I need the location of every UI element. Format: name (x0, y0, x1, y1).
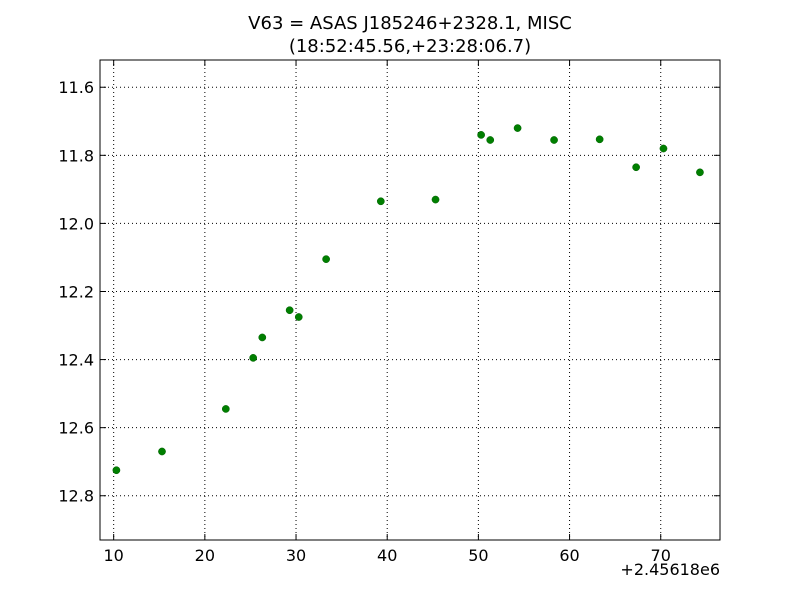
y-tick-label: 12.4 (58, 351, 94, 370)
axis-ticks (100, 60, 720, 540)
x-offset-label: +2.45618e6 (620, 560, 720, 579)
data-point (158, 447, 166, 456)
data-point (249, 354, 258, 362)
data-point (322, 255, 330, 263)
data-point (513, 124, 522, 132)
chart-title: V63 = ASAS J185246+2328.1, MISC (248, 13, 572, 34)
plot-frame (99, 59, 721, 541)
data-point (221, 405, 230, 413)
y-tick-label: 11.6 (58, 78, 94, 97)
x-tick-label: 10 (103, 546, 123, 565)
data-point (659, 144, 668, 153)
grid-lines (100, 60, 720, 540)
data-point (632, 163, 640, 172)
data-point (431, 195, 440, 204)
data-point (258, 333, 267, 342)
data-point (595, 135, 604, 144)
y-tick-label: 12.0 (58, 214, 94, 233)
x-tick-label: 70 (651, 546, 671, 565)
y-tick-label: 11.8 (58, 146, 94, 165)
data-points (112, 124, 704, 475)
data-point (696, 168, 704, 177)
data-point (477, 131, 485, 139)
chart-subtitle: (18:52:45.56,+23:28:06.7) (289, 36, 531, 57)
tick-labels: 10 20 30 40 50 60 70 11.6 11.8 12.0 12.2 12.4 12.6 12… (58, 78, 671, 565)
data-point (550, 136, 558, 144)
y-tick-label: 12.2 (58, 282, 94, 301)
x-tick-label: 50 (468, 546, 488, 565)
x-tick-label: 30 (286, 546, 306, 565)
y-tick-label: 12.6 (58, 419, 94, 438)
data-point (376, 197, 385, 206)
x-tick-label: 20 (195, 546, 215, 565)
y-tick-label: 12.8 (58, 487, 94, 506)
data-point (112, 466, 121, 475)
x-tick-label: 60 (559, 546, 579, 565)
data-point (294, 313, 303, 321)
data-point (285, 306, 294, 315)
x-tick-label: 40 (377, 546, 397, 565)
data-point (486, 136, 495, 144)
